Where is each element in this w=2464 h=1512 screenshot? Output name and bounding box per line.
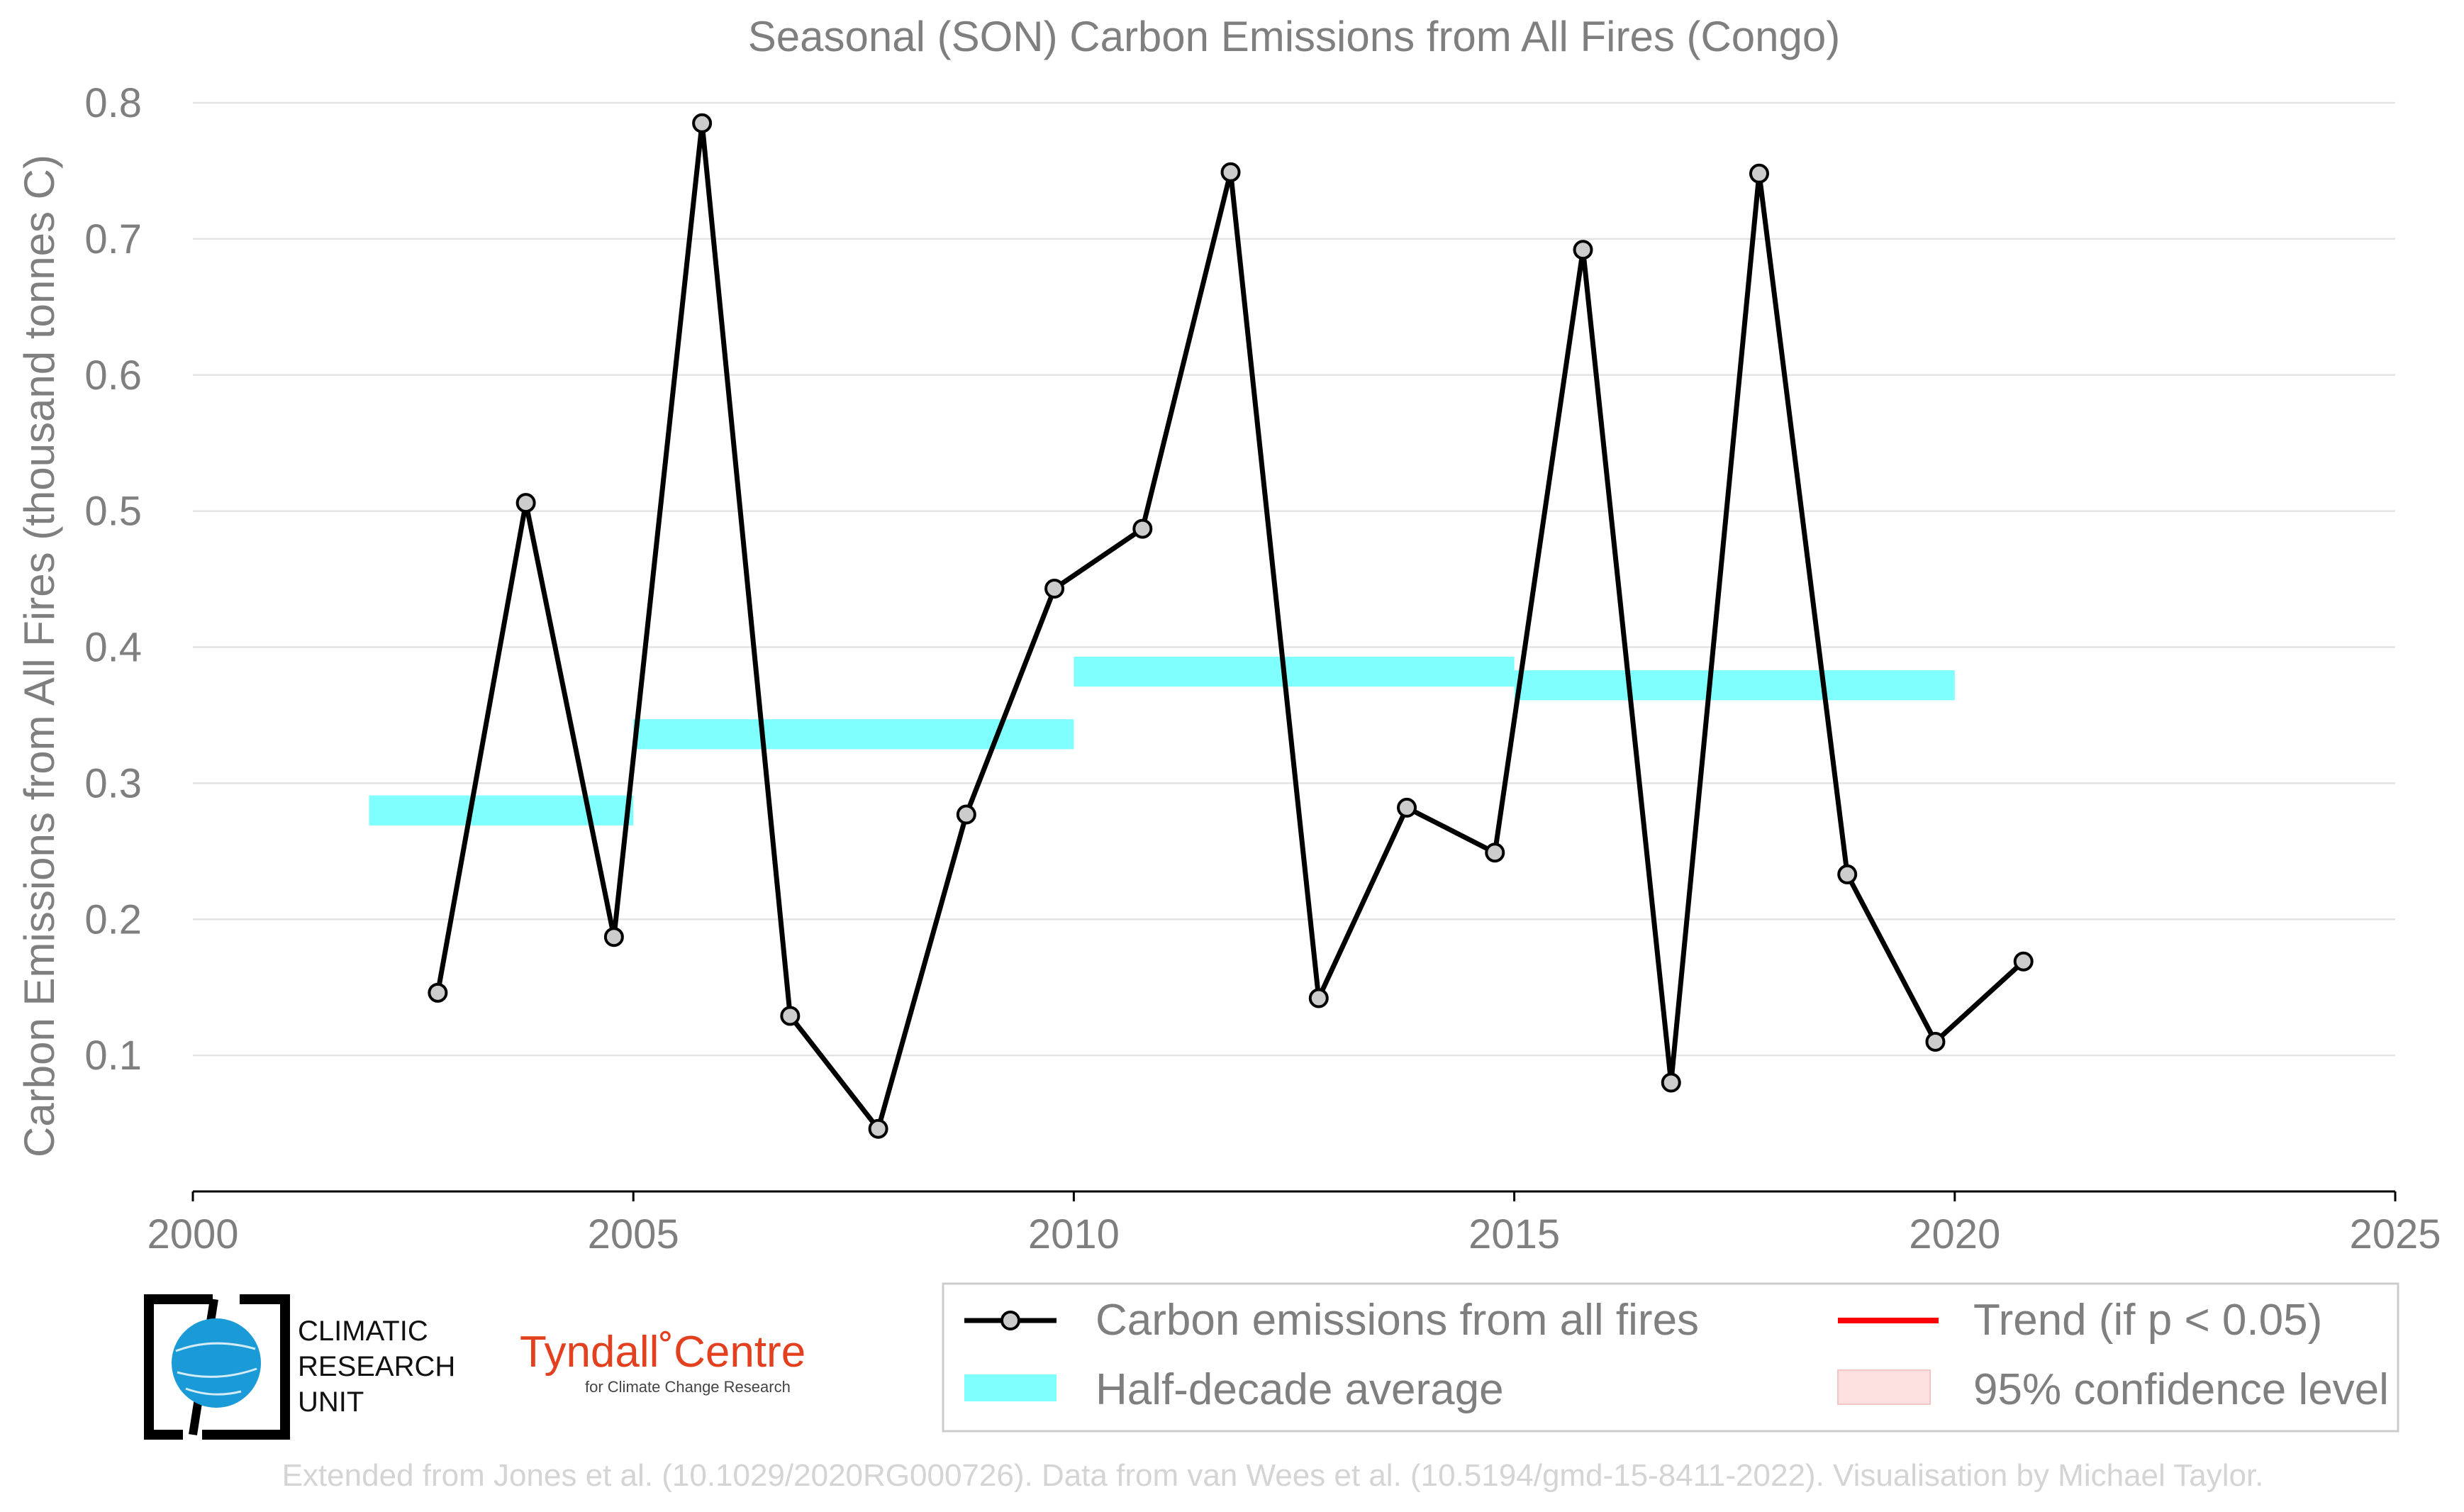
y-tick-label: 0.3 — [84, 760, 142, 806]
half-decade-band — [633, 719, 1074, 750]
legend: Carbon emissions from all fires Half-dec… — [942, 1282, 2399, 1433]
y-tick-label: 0.6 — [84, 352, 142, 399]
legend-band-swatch — [964, 1374, 1057, 1401]
data-point — [1661, 1072, 1681, 1093]
half-decade-average-bands — [369, 656, 1955, 826]
data-point — [1837, 864, 1858, 884]
data-point — [2013, 951, 2034, 972]
x-tick-label: 2020 — [1909, 1211, 2000, 1257]
data-point — [603, 927, 624, 947]
data-point — [1132, 518, 1153, 539]
y-axis-ticks: 0.1 0.2 0.3 0.4 0.5 0.6 0.7 0.8 — [84, 80, 142, 1079]
legend-frame — [942, 1282, 2399, 1433]
x-axis: 2000 2005 2010 2015 2020 2025 — [147, 1190, 2441, 1257]
cru-logo-line1: CLIMATIC — [298, 1316, 428, 1347]
half-decade-band — [1514, 670, 1955, 701]
data-point — [1573, 240, 1593, 260]
emissions-series — [428, 113, 2034, 1139]
data-point — [1485, 843, 1505, 863]
data-point — [515, 493, 536, 513]
data-point — [692, 113, 713, 133]
half-decade-band — [369, 795, 634, 826]
data-point — [1397, 797, 1417, 818]
cru-logo-line3: UNIT — [298, 1386, 364, 1418]
data-point — [868, 1118, 888, 1139]
tyndall-logo-main: Tyndall˚Centre — [520, 1328, 805, 1377]
data-point — [428, 982, 448, 1003]
y-tick-label: 0.2 — [84, 896, 142, 943]
x-tick-label: 2005 — [588, 1211, 679, 1257]
cru-logo: CLIMATIC RESEARCH UNIT — [144, 1294, 455, 1440]
footer-credit: Extended from Jones et al. (10.1029/2020… — [282, 1458, 2264, 1493]
legend-ci-swatch — [1837, 1369, 1931, 1405]
legend-label-emissions: Carbon emissions from all fires — [1096, 1296, 1699, 1345]
legend-marker — [1000, 1311, 1020, 1330]
x-tick-label: 2015 — [1468, 1211, 1560, 1257]
tyndall-logo: Tyndall˚Centre for Climate Change Resear… — [520, 1328, 805, 1396]
half-decade-band — [1074, 656, 1515, 687]
y-tick-label: 0.5 — [84, 489, 142, 535]
x-tick-label: 2025 — [2349, 1211, 2441, 1257]
y-axis-label: Carbon Emissions from All Fires (thousan… — [16, 155, 63, 1157]
data-point — [1925, 1031, 1946, 1052]
data-point — [1220, 162, 1241, 182]
data-point — [1044, 578, 1065, 599]
legend-label-ci: 95% confidence level — [1973, 1365, 2389, 1414]
legend-label-half-decade: Half-decade average — [1096, 1365, 1504, 1414]
chart-title: Seasonal (SON) Carbon Emissions from All… — [748, 13, 1841, 60]
tyndall-logo-sub: for Climate Change Research — [585, 1378, 791, 1396]
y-tick-label: 0.4 — [84, 625, 142, 671]
data-point — [780, 1006, 801, 1026]
x-tick-label: 2000 — [147, 1211, 238, 1257]
y-tick-label: 0.8 — [84, 80, 142, 126]
data-point — [956, 804, 976, 825]
y-tick-label: 0.7 — [84, 216, 142, 262]
data-point — [1749, 163, 1769, 184]
data-point — [1308, 988, 1329, 1008]
x-tick-label: 2010 — [1028, 1211, 1120, 1257]
cru-logo-line2: RESEARCH — [298, 1351, 455, 1382]
y-tick-label: 0.1 — [84, 1033, 142, 1079]
legend-label-trend: Trend (if p < 0.05) — [1973, 1296, 2322, 1345]
